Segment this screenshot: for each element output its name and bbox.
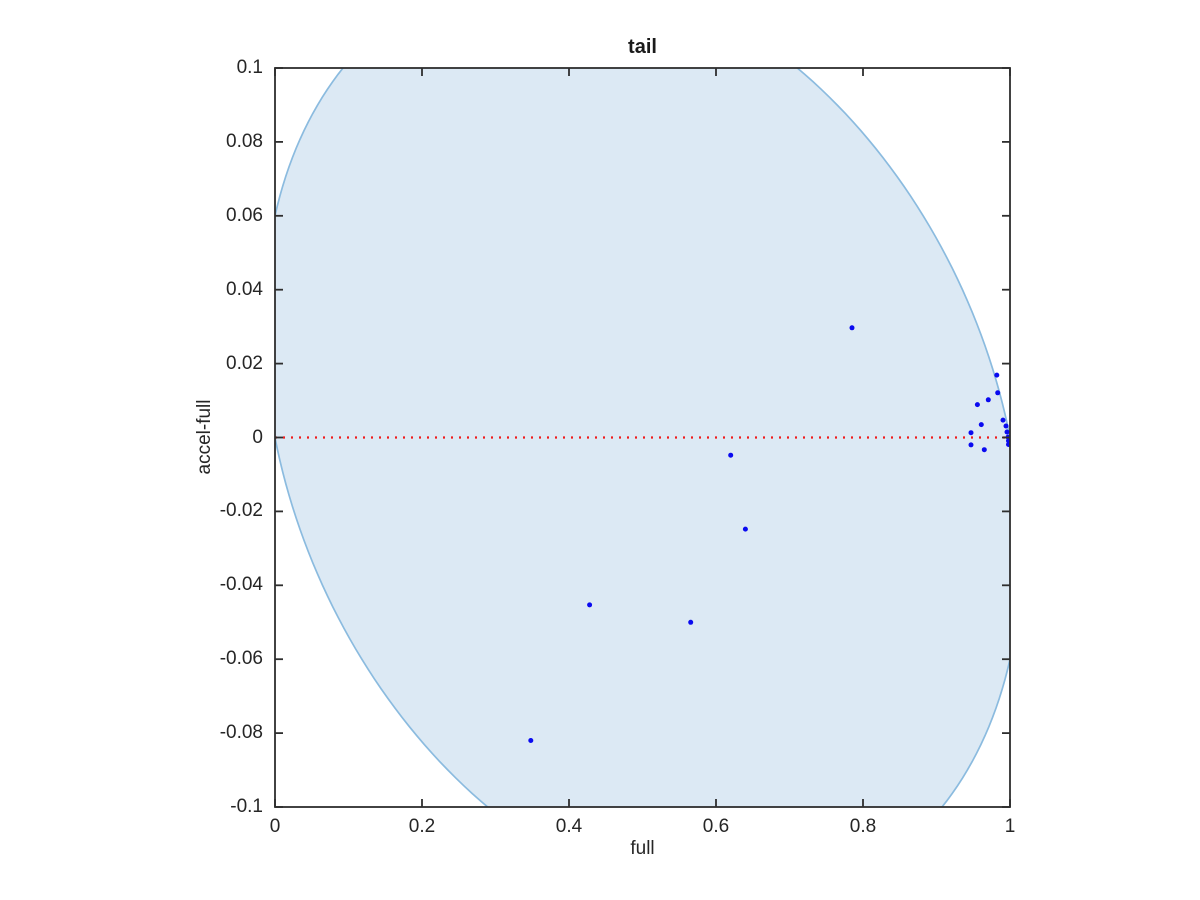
data-point [1006,438,1010,444]
data-point [974,402,980,408]
data-point [1004,429,1010,435]
data-point [994,372,1000,378]
y-tick-label: 0.02 [226,352,263,374]
y-tick-label: 0.08 [226,130,263,152]
y-tick-label: -0.06 [219,648,263,670]
data-point [528,738,534,743]
y-tick-label: 0.04 [226,278,263,300]
data-point [688,619,694,625]
data-point [728,452,734,458]
y-axis-label: accel-full [194,399,215,475]
chart-title: tail [628,36,657,58]
y-tick-label: -0.02 [219,500,263,522]
data-point [985,397,991,403]
shaded-ellipse-region [275,68,1010,807]
x-tick-label: 0 [269,816,281,837]
data-point [968,442,974,448]
data-point [1003,423,1009,429]
data-point [1006,442,1010,447]
scatter-points [528,325,1010,743]
y-tick-label: 0 [252,426,263,448]
y-tick-label: 0.1 [236,57,263,78]
data-point [978,422,984,428]
plot-contents [275,68,1010,807]
x-axis-label: full [630,838,655,859]
data-point [742,526,748,532]
data-point [981,447,987,453]
y-tick-label: -0.04 [219,574,263,596]
y-tick-label: -0.08 [219,722,263,744]
x-tick-label: 0.4 [555,816,583,837]
x-tick-label: 0.2 [408,816,436,837]
x-tick-label: 0.6 [702,816,730,837]
data-point [849,325,855,331]
y-tick-label: -0.1 [230,796,263,817]
x-tick-label: 0.8 [849,816,877,837]
data-point [587,602,593,608]
x-tick-label: 1 [1004,816,1016,837]
data-point [1000,417,1006,423]
data-point [968,430,974,436]
tick-marks [274,67,1011,808]
y-tick-label: 0.06 [226,204,263,226]
data-point [995,390,1001,396]
